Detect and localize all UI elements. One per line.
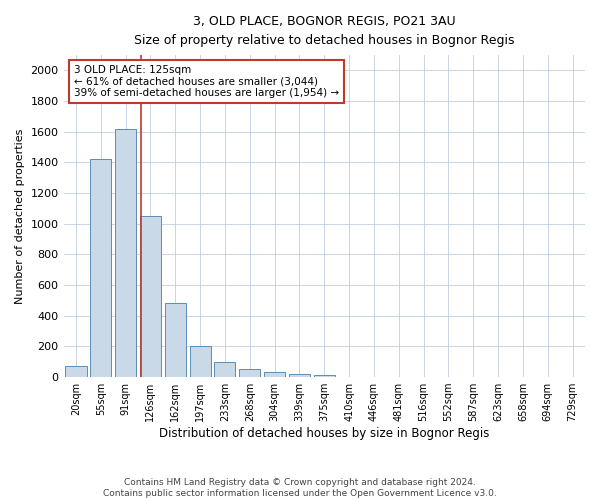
X-axis label: Distribution of detached houses by size in Bognor Regis: Distribution of detached houses by size …: [159, 427, 490, 440]
Bar: [314, 375, 335, 377]
Bar: [214, 362, 235, 377]
Bar: [239, 370, 260, 377]
Y-axis label: Number of detached properties: Number of detached properties: [15, 128, 25, 304]
Bar: [65, 366, 86, 377]
Bar: [165, 304, 186, 377]
Text: 3 OLD PLACE: 125sqm
← 61% of detached houses are smaller (3,044)
39% of semi-det: 3 OLD PLACE: 125sqm ← 61% of detached ho…: [74, 65, 339, 98]
Bar: [190, 346, 211, 377]
Bar: [140, 216, 161, 377]
Bar: [289, 374, 310, 377]
Title: 3, OLD PLACE, BOGNOR REGIS, PO21 3AU
Size of property relative to detached house: 3, OLD PLACE, BOGNOR REGIS, PO21 3AU Siz…: [134, 15, 515, 47]
Bar: [115, 128, 136, 377]
Text: Contains HM Land Registry data © Crown copyright and database right 2024.
Contai: Contains HM Land Registry data © Crown c…: [103, 478, 497, 498]
Bar: [90, 160, 112, 377]
Bar: [264, 372, 285, 377]
